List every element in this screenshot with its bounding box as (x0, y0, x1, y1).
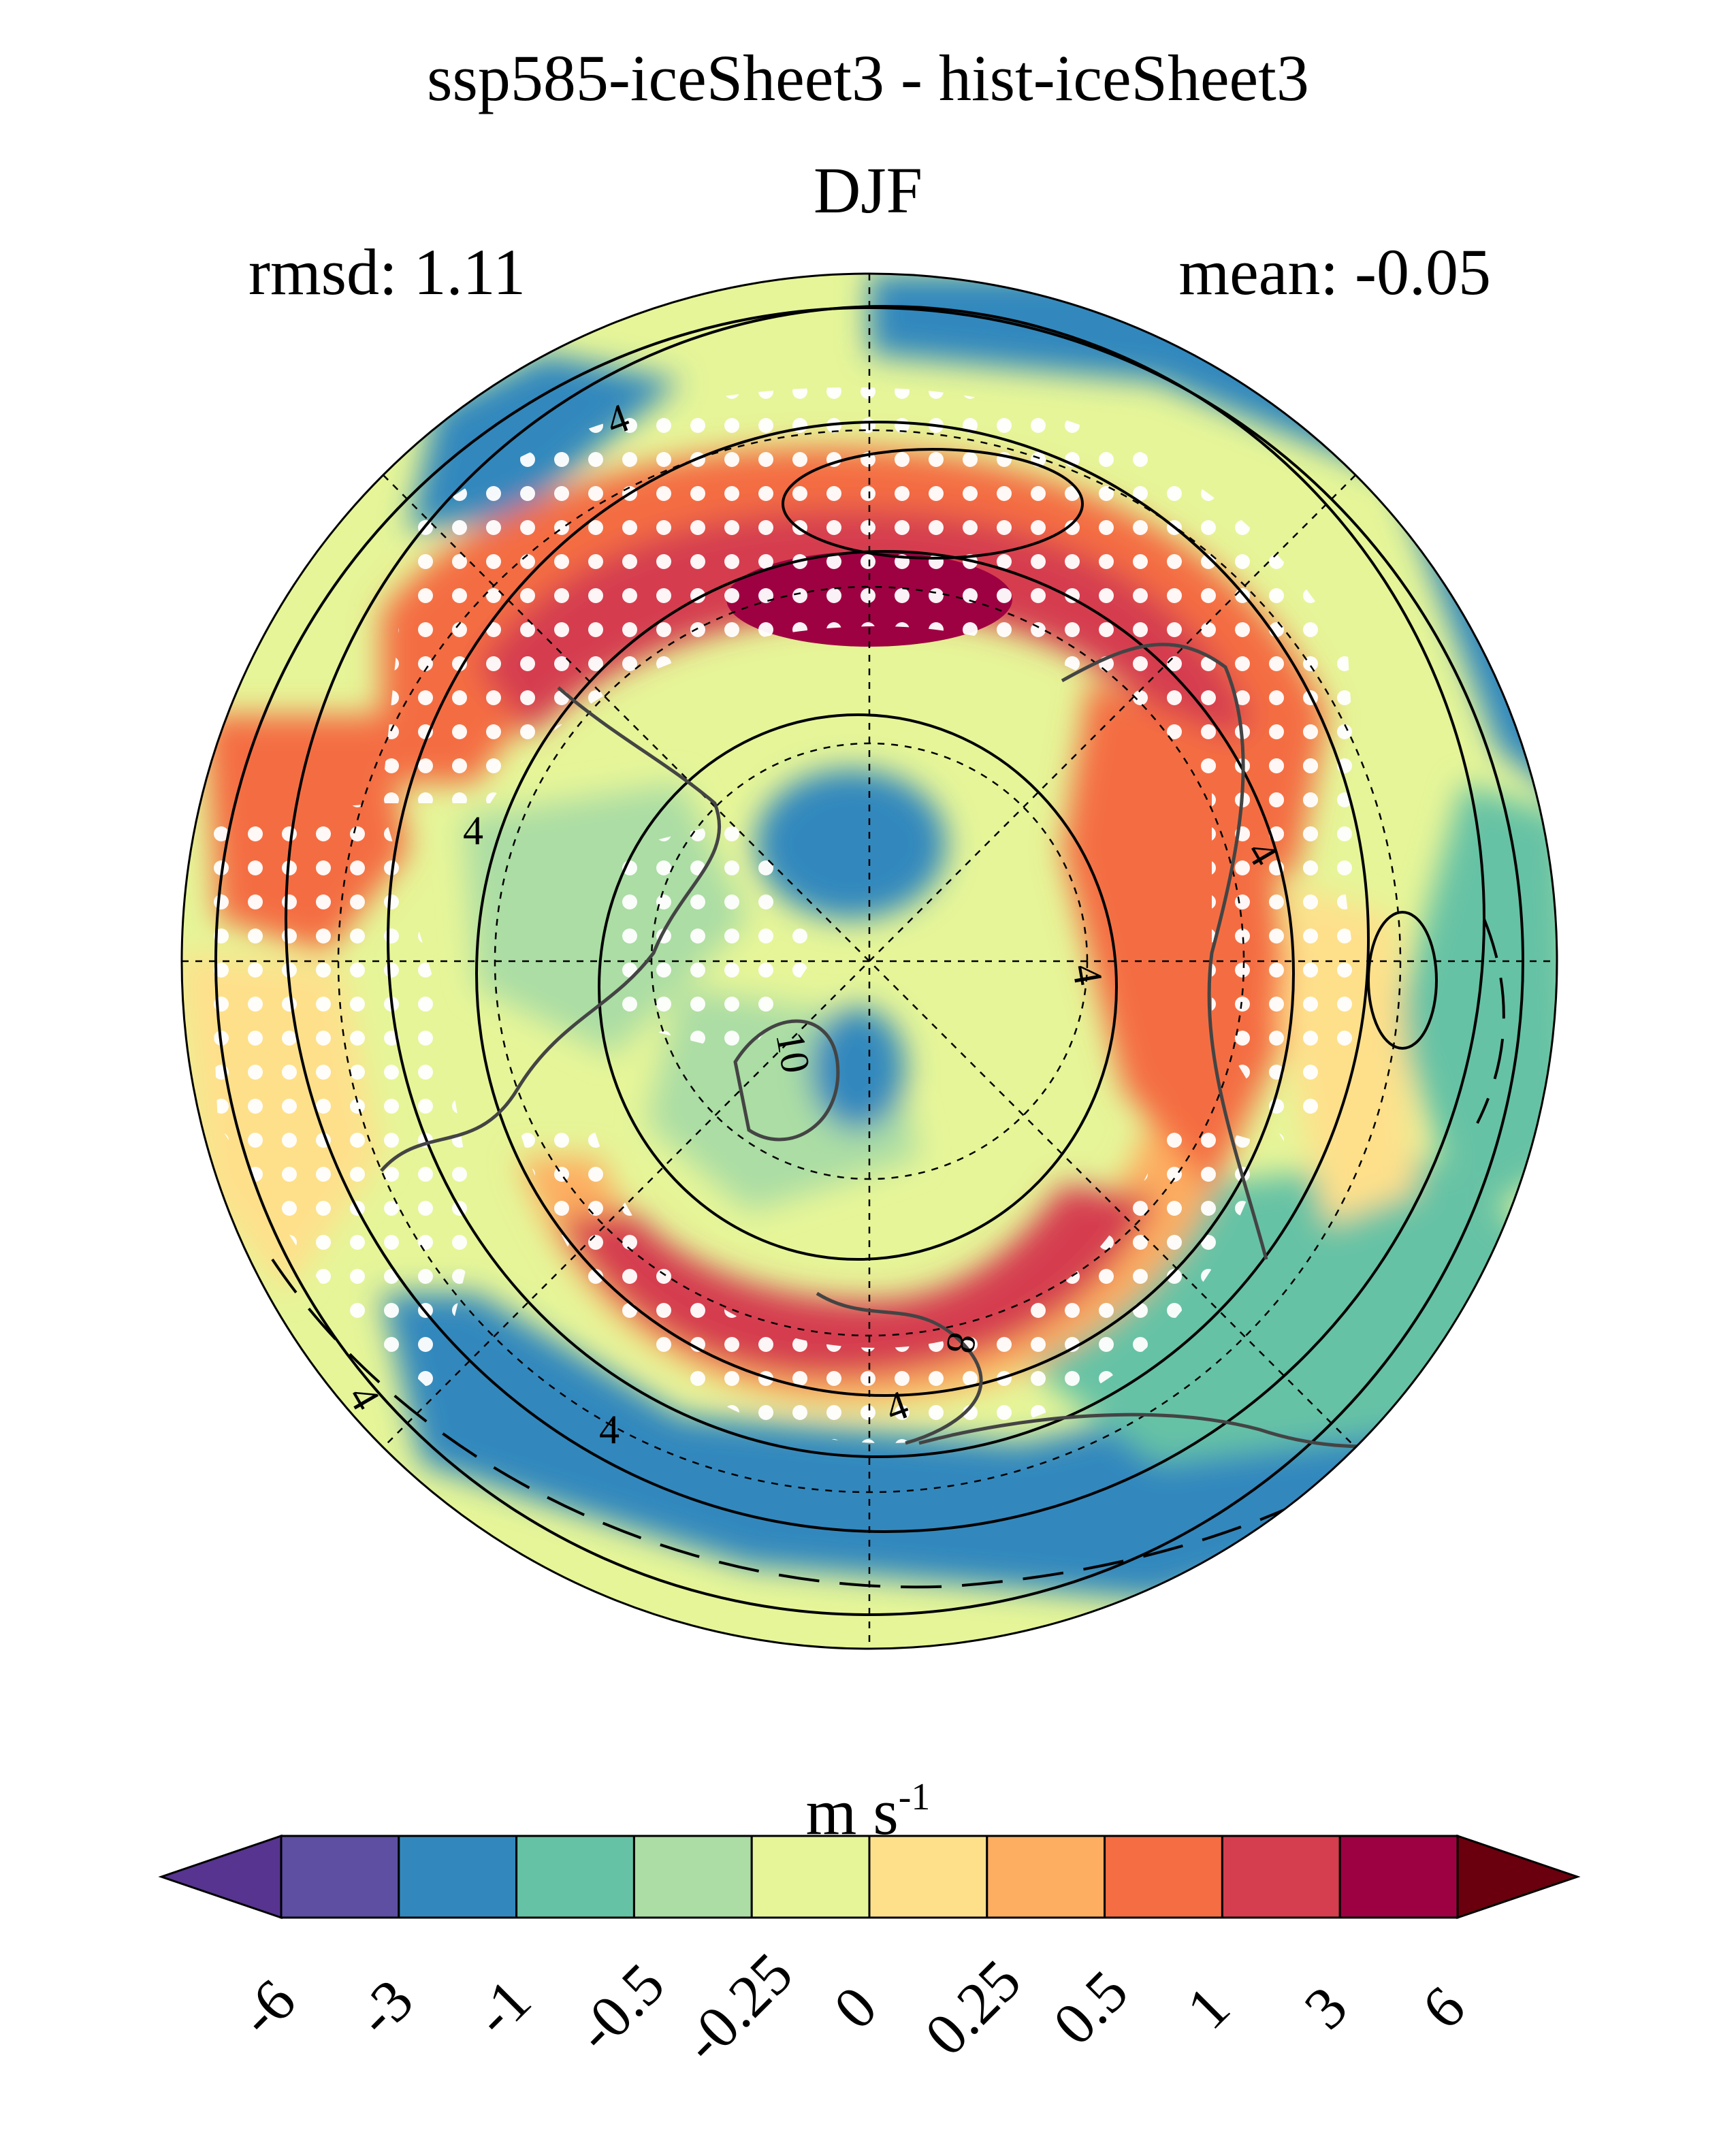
colorbar-box (398, 1835, 518, 1919)
colorbar-box (986, 1835, 1106, 1919)
contour-dashed-east (1476, 918, 1505, 1124)
coastline-eurasia (1061, 643, 1268, 1260)
contour-pacific-jet (782, 448, 1084, 560)
colorbar-tick-label: -1 (462, 1967, 543, 2049)
contour-atlantic-jet (1367, 911, 1438, 1050)
field-blue-pole-north (756, 769, 946, 919)
colorbar-unit-label: m s-1 (0, 1760, 1736, 1850)
season-label: DJF (813, 154, 923, 227)
colorbar-tick-labels: -6 -3 -1 -0.5-0.25 0 0.25 0.5 1 3 6 (227, 1941, 1478, 2076)
stipple-south-arc (517, 1116, 1266, 1443)
graticule-lat-1 (337, 429, 1402, 1494)
stipple-north-arc (381, 387, 1362, 885)
colorbar-tick-label: 3 (1292, 1974, 1360, 2042)
colorbar-tick-label: -6 (227, 1967, 308, 2049)
colorbar-tick-label: 0 (822, 1974, 890, 2042)
contour-ring-3 (387, 421, 1370, 1458)
colorbar-box (515, 1835, 635, 1919)
colorbar-box (868, 1835, 988, 1919)
coastline-greenland (733, 1019, 840, 1142)
contour-label-2: 4 (463, 808, 483, 853)
contour-label-6: 4 (599, 1407, 620, 1452)
field-blue-pole-south (810, 1007, 905, 1130)
colorbar-over-arrow (1456, 1834, 1581, 1920)
graticule-meridian-diag-2 (383, 474, 1356, 1448)
coastline-europe (816, 1291, 983, 1445)
unit-exponent: -1 (898, 1776, 931, 1818)
mean-label: mean: -0.05 (1178, 236, 1491, 308)
map-title: ssp585-iceSheet3 - hist-iceSheet3 (427, 42, 1309, 114)
unit-base: m s (805, 1775, 899, 1848)
colorbar-tick-label: -0.25 (671, 1941, 805, 2076)
significance-stippling (204, 387, 1362, 1443)
graticule-lat-3 (650, 742, 1089, 1180)
colorbar-tick-label: -0.5 (564, 1951, 677, 2065)
colorbar-box (1221, 1835, 1341, 1919)
colorbar-tick-label: 1 (1174, 1974, 1242, 2042)
stipple-east (1212, 715, 1362, 1157)
contour-ring-5 (598, 713, 1118, 1261)
graticule (182, 274, 1557, 1649)
colorbar-tick-label: 0.25 (913, 1948, 1033, 2068)
coastline-north-america (380, 686, 721, 1172)
field-blue-south (381, 1293, 1498, 1600)
colorbar-tick-label: 0.5 (1041, 1958, 1140, 2058)
map-boundary (180, 272, 1558, 1650)
graticule-lat-2 (494, 585, 1245, 1337)
rmsd-label: rmsd: 1.11 (248, 236, 526, 308)
colorbar-box (632, 1835, 753, 1919)
colorbar: -6 -3 -1 -0.5-0.25 0 0.25 0.5 1 3 6 (158, 1834, 1581, 2076)
colorbar-boxes (280, 1835, 1459, 1919)
stipple-inner (613, 817, 817, 1055)
contour-label-9: 10 (767, 1029, 818, 1077)
colorbar-box (1104, 1835, 1223, 1919)
colorbar-box (750, 1835, 871, 1919)
colorbar-tick-label: -3 (344, 1967, 425, 2049)
contour-ring-4 (475, 550, 1295, 1397)
colorbar-box (280, 1835, 400, 1919)
stipple-west (204, 803, 477, 1395)
map-disc (182, 274, 1557, 1649)
colorbar-tick-label: 6 (1410, 1974, 1478, 2042)
field-teal-east (1396, 783, 1557, 1225)
